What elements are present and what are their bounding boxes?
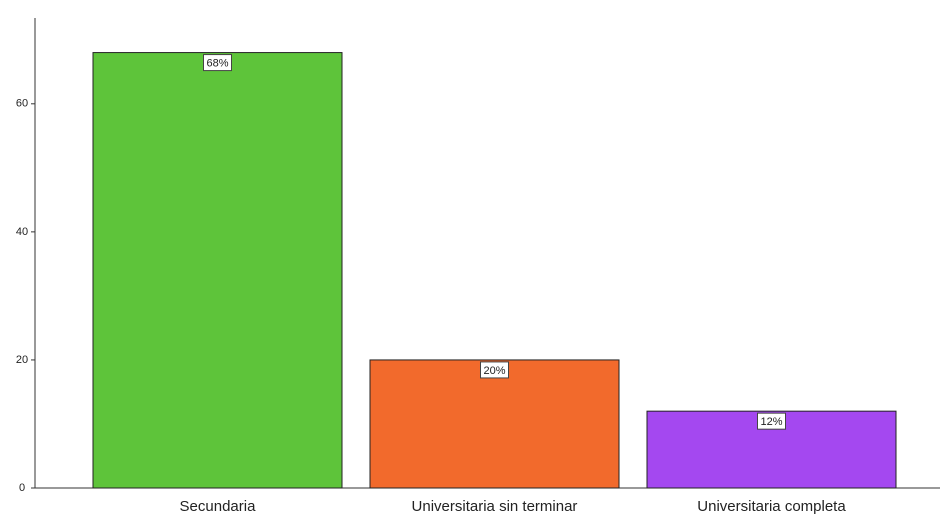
- y-tick-label: 20: [16, 354, 28, 366]
- value-label-box: [480, 361, 509, 379]
- bar: [92, 52, 343, 489]
- y-tick-label: 60: [16, 98, 28, 110]
- y-tick-label: 0: [19, 482, 25, 494]
- x-tick-label: Universitaria sin terminar: [412, 498, 578, 515]
- x-tick-label: Universitaria completa: [697, 498, 846, 515]
- value-label: 68%: [206, 57, 228, 69]
- x-tick-label: Secundaria: [180, 498, 257, 515]
- value-label-box: [203, 54, 232, 72]
- value-label: 12%: [760, 416, 782, 428]
- y-tick-label: 40: [16, 226, 28, 238]
- value-label-box: [757, 412, 786, 430]
- bar: [369, 359, 620, 489]
- value-label: 20%: [483, 365, 505, 377]
